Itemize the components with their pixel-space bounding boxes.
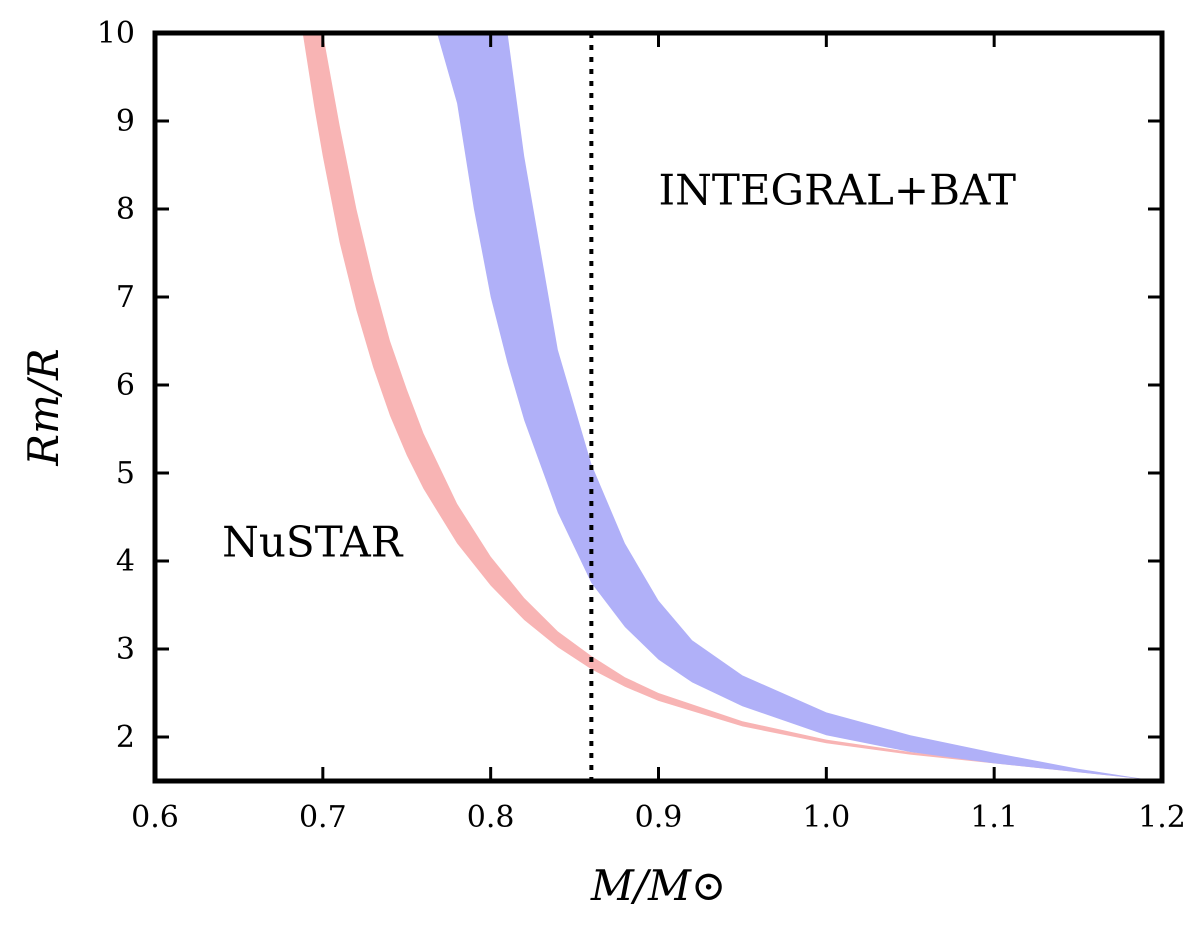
x-tick-label: 0.8 (467, 800, 515, 835)
y-tick-label: 9 (116, 104, 135, 139)
x-tick-label: 1.1 (970, 800, 1018, 835)
y-tick-label: 8 (116, 192, 135, 227)
x-axis-label: M/M⊙ (590, 861, 726, 910)
y-tick-label: 6 (116, 368, 135, 403)
y-axis-label-text: Rm/R (19, 348, 68, 466)
band-nustar (302, 33, 1146, 780)
x-tick-label: 1.2 (1138, 800, 1186, 835)
x-axis-ticks: 0.6 0.7 0.8 0.9 1.0 1.1 1.2 (131, 33, 1186, 835)
annotation-integral-bat: INTEGRAL+BAT (659, 166, 1017, 215)
y-axis-ticks: 2 3 4 5 6 7 8 9 10 (97, 16, 1162, 755)
annotation-nustar: NuSTAR (222, 518, 404, 567)
y-tick-label: 7 (116, 280, 135, 315)
y-axis-label: Rm/R (19, 348, 68, 466)
y-tick-label: 10 (97, 16, 135, 51)
y-tick-label: 3 (116, 632, 135, 667)
y-tick-label: 2 (116, 720, 135, 755)
annotations-layer: NuSTAR INTEGRAL+BAT (222, 166, 1016, 567)
y-tick-label: 5 (116, 456, 135, 491)
x-axis-label-text: M/M⊙ (590, 861, 726, 910)
x-tick-label: 1.0 (802, 800, 850, 835)
y-tick-label: 4 (116, 544, 135, 579)
x-tick-label: 0.6 (131, 800, 179, 835)
plot-frame (152, 30, 1165, 784)
x-tick-label: 0.9 (635, 800, 683, 835)
band-integral-bat (437, 33, 1146, 780)
bands-layer (302, 33, 1146, 780)
x-tick-label: 0.7 (299, 800, 347, 835)
